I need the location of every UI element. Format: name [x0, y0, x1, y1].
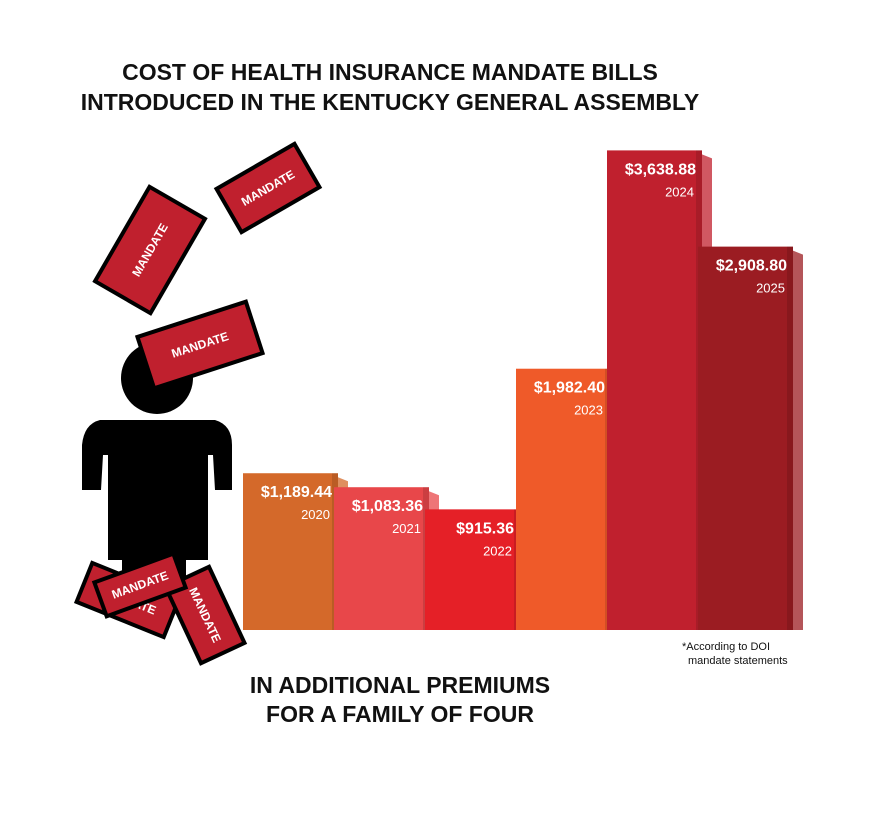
mandate-card: MANDATE: [213, 141, 323, 235]
mandate-card: MANDATE: [92, 184, 208, 316]
mandate-card: MANDATE: [134, 299, 266, 391]
bar: [698, 246, 793, 630]
bar-shade: [787, 246, 793, 630]
x-tick-label: 2021: [392, 521, 421, 536]
card-face: [96, 556, 184, 614]
bar: [334, 487, 429, 630]
bar-side: [793, 250, 803, 630]
bar: [516, 368, 611, 630]
value-label: $3,638.88: [625, 161, 696, 178]
bar: [243, 473, 338, 630]
bar: [607, 150, 702, 630]
x-tick-label: 2020: [301, 507, 330, 522]
chart-title: INTRODUCED IN THE KENTUCKY GENERAL ASSEM…: [81, 89, 700, 115]
x-tick-label: 2024: [665, 184, 694, 199]
footnote: mandate statements: [688, 655, 788, 667]
x-tick-label: 2025: [756, 281, 785, 296]
mandate-card: MANDATE: [91, 551, 189, 619]
bar: [425, 509, 520, 630]
card-face: [97, 189, 203, 311]
value-label: $1,083.36: [352, 498, 423, 515]
x-tick-label: 2023: [574, 403, 603, 418]
x-tick-label: 2022: [483, 543, 512, 558]
value-label: $2,908.80: [716, 258, 787, 275]
footnote: *According to DOI: [682, 641, 770, 653]
subtitle: FOR A FAMILY OF FOUR: [266, 701, 534, 727]
value-label: $915.36: [456, 520, 514, 537]
value-label: $1,189.44: [261, 484, 332, 501]
value-label: $1,982.40: [534, 380, 605, 397]
card-face: [168, 569, 242, 661]
card-face: [139, 304, 261, 386]
chart-title: COST OF HEALTH INSURANCE MANDATE BILLS: [122, 59, 658, 85]
subtitle: IN ADDITIONAL PREMIUMS: [250, 672, 550, 698]
card-face: [219, 146, 317, 230]
